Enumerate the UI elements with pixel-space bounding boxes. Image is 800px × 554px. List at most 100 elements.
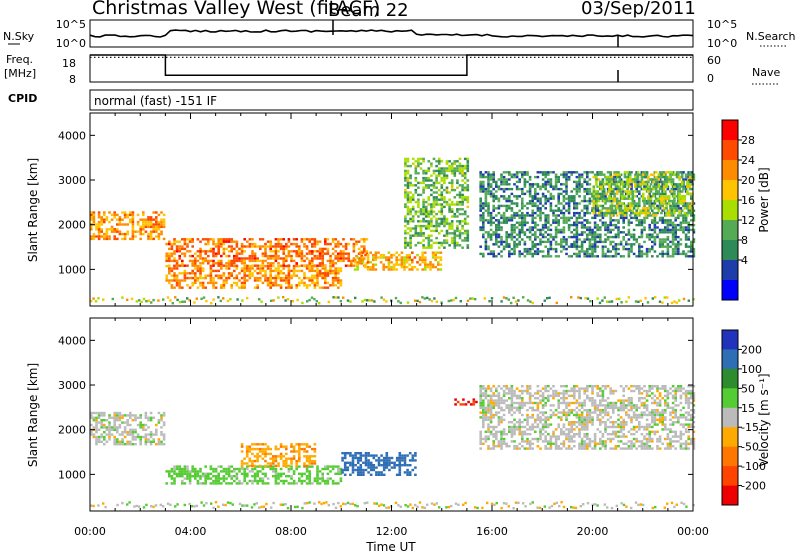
heatmap-cell [615,192,619,196]
heatmap-cell [95,223,98,226]
nsky-tick-top: 10^5 [56,18,86,31]
heatmap-cell [466,234,470,237]
heatmap-cell [118,232,122,236]
heatmap-cell [653,178,657,181]
heatmap-cell [583,199,586,203]
heatmap-cell [626,178,629,181]
heatmap-cell [419,210,423,213]
heatmap-cell [329,470,332,473]
heatmap-cell [443,179,446,182]
heatmap-cell [435,176,438,180]
heatmap-cell [346,452,350,455]
heatmap-cell [544,221,547,224]
heatmap-cell [160,431,163,434]
heatmap-cell [615,190,619,193]
heatmap-cell [404,174,407,177]
heatmap-cell [261,443,265,446]
heatmap-cell [500,195,503,198]
heatmap-cell [526,180,529,184]
heatmap-cell [364,452,368,455]
heatmap-cell [191,284,194,287]
heatmap-cell [329,272,332,275]
heatmap-cell [261,477,265,480]
heatmap-cell [688,171,692,174]
heatmap-cell [430,210,433,213]
heatmap-cell [609,250,612,253]
heatmap-cell [209,279,213,282]
heatmap-cell [123,431,127,434]
heatmap-cell [487,221,490,224]
heatmap-cell [266,257,270,260]
heatmap-cell [479,183,482,186]
heatmap-cell [536,247,540,251]
heatmap-cell [362,461,365,464]
heatmap-cell [608,211,611,215]
heatmap-cell [404,169,407,173]
heatmap-cell [463,172,467,175]
heatmap-cell [635,195,638,198]
heatmap-cell [419,157,423,161]
heatmap-cell [139,237,142,241]
heatmap-cell [303,450,306,453]
heatmap-cell [495,243,498,246]
heatmap-cell [100,435,103,439]
heatmap-cell [372,466,376,469]
heatmap-cell [435,160,438,163]
heatmap-cell [282,296,285,299]
heatmap-cell [652,195,655,198]
heatmap-cell [366,258,370,262]
heatmap-cell [277,245,280,248]
heatmap-cell [217,238,220,241]
heatmap-cell [329,242,332,246]
heatmap-cell [355,254,358,258]
heatmap-cell [497,204,501,208]
heatmap-cell [230,465,233,468]
heatmap-cell [282,479,285,483]
heatmap-cell [103,220,106,224]
heatmap-cell [142,228,145,231]
heatmap-cell [339,259,343,263]
heatmap-cell [575,204,579,208]
heatmap-cell [657,197,661,200]
heatmap-cell [599,228,602,232]
heatmap-cell [653,238,657,241]
heatmap-cell [139,440,142,443]
heatmap-cell [619,240,623,244]
heatmap-cell [534,252,537,256]
heatmap-cell [149,431,153,434]
heatmap-cell [544,202,547,205]
heatmap-cell [324,247,327,251]
heatmap-cell [422,217,425,221]
heatmap-cell [379,253,383,257]
heatmap-cell [640,250,644,253]
heatmap-cell [500,183,503,186]
heatmap-cell [684,243,688,246]
heatmap-cell [628,180,632,184]
heatmap-cell [403,258,406,262]
heatmap-cell [588,255,592,258]
heatmap-cell [97,416,101,419]
heatmap-cell [207,475,210,478]
heatmap-cell [440,220,444,223]
heatmap-cell [417,172,420,175]
heatmap-cell [588,231,592,234]
heatmap-cell [183,240,187,243]
heatmap-cell [238,247,241,251]
heatmap-cell [605,197,609,200]
heatmap-cell [279,269,283,273]
heatmap-cell [196,475,200,478]
heatmap-cell [168,242,171,246]
heatmap-cell [217,477,220,480]
heatmap-cell [565,190,568,193]
heatmap-cell [670,178,674,181]
heatmap-cell [664,226,667,229]
heatmap-cell [588,226,592,229]
heatmap-cell [359,464,363,467]
heatmap-cell [160,230,163,233]
heatmap-cell [547,221,550,224]
heatmap-cell [448,167,451,170]
heatmap-cell [562,195,566,198]
heatmap-cell [456,200,459,204]
heatmap-cell [634,300,638,303]
heatmap-cell [144,433,148,436]
